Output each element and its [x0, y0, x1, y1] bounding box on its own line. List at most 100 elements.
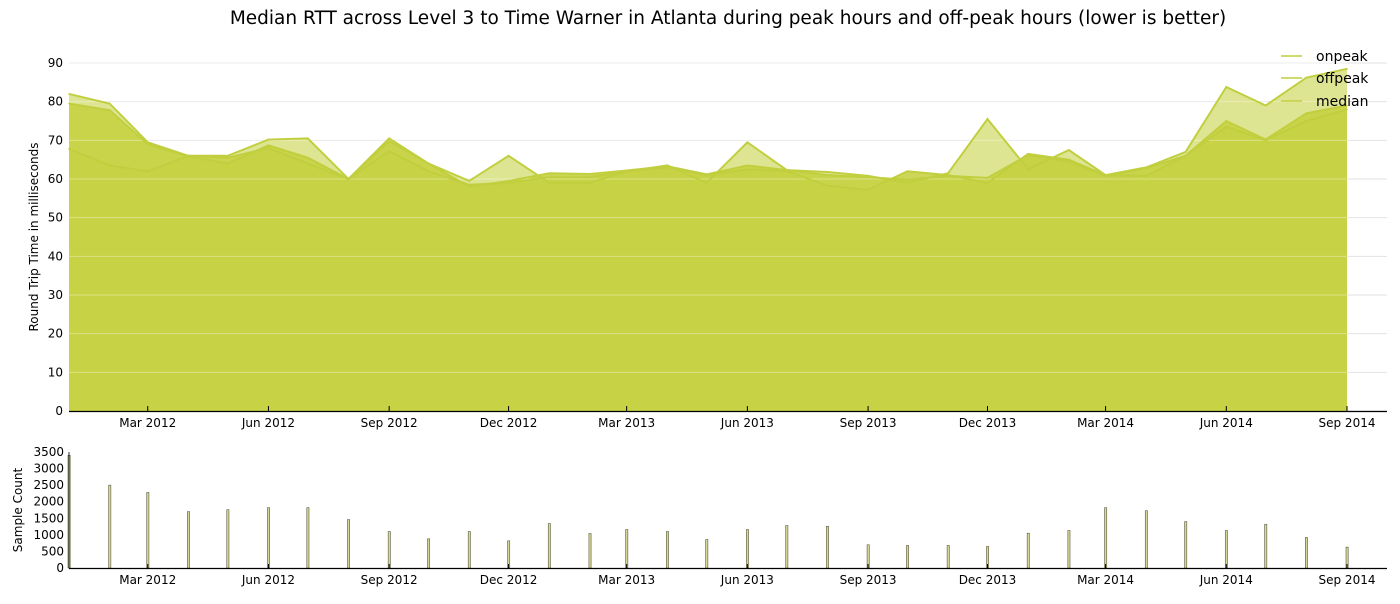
- data-point-median: [785, 169, 788, 171]
- data-point-onpeak: [267, 138, 270, 141]
- data-point-median: [625, 169, 628, 172]
- sample-y-tick-label: 2500: [33, 478, 64, 492]
- data-point-onpeak: [468, 180, 470, 182]
- data-point-onpeak: [1264, 104, 1267, 107]
- data-point-offpeak: [1225, 126, 1228, 128]
- x-tick-label: Dec 2013: [959, 416, 1017, 430]
- sample-x-tick-label: Dec 2012: [480, 573, 538, 587]
- data-point-median: [146, 143, 149, 145]
- sample-bar: [306, 507, 310, 569]
- data-point-offpeak: [468, 184, 470, 186]
- data-point-median: [826, 174, 829, 176]
- data-point-offpeak: [427, 170, 430, 173]
- y-tick-label: 80: [48, 95, 63, 109]
- data-point-onpeak: [548, 182, 551, 184]
- data-point-median: [1225, 120, 1228, 122]
- sample-bar: [625, 529, 629, 569]
- data-point-median: [867, 176, 869, 178]
- data-point-offpeak: [307, 162, 309, 165]
- data-point-onpeak: [1346, 68, 1348, 70]
- data-point-onpeak: [68, 93, 70, 95]
- data-point-onpeak: [746, 141, 749, 144]
- data-point-onpeak: [986, 118, 989, 120]
- legend-label-offpeak: offpeak: [1316, 71, 1369, 87]
- sample-y-tick-label: 1500: [33, 511, 64, 525]
- data-point-median: [427, 162, 430, 165]
- data-point-median: [986, 177, 989, 179]
- data-point-median: [1027, 154, 1029, 156]
- sample-bar: [427, 538, 431, 569]
- sample-y-tick-label: 3500: [33, 445, 64, 459]
- data-point-offpeak: [146, 170, 149, 173]
- data-point-offpeak: [267, 147, 270, 149]
- data-point-onpeak: [826, 171, 829, 173]
- data-point-onpeak: [947, 172, 949, 174]
- data-point-onpeak: [1225, 86, 1228, 88]
- data-point-median: [746, 164, 749, 167]
- sample-bar: [108, 484, 112, 569]
- data-point-offpeak: [906, 170, 909, 173]
- data-point-onpeak: [226, 155, 229, 157]
- sample-bar: [588, 533, 592, 569]
- sample-y-tick-label: 500: [41, 544, 64, 558]
- sample-bar: [1067, 530, 1071, 569]
- sample-x-tick-label: Jun 2012: [241, 573, 295, 587]
- data-point-onpeak: [705, 182, 708, 184]
- data-point-offpeak: [68, 148, 70, 150]
- sample-bar: [946, 545, 950, 569]
- sample-x-tick-label: Mar 2014: [1077, 573, 1134, 587]
- sample-y-axis-label: Sample Count: [11, 467, 25, 552]
- data-point-offpeak: [548, 176, 551, 178]
- sample-bar: [387, 531, 391, 569]
- sample-bar: [785, 525, 789, 569]
- data-point-median: [226, 162, 229, 165]
- data-point-offpeak: [1305, 120, 1308, 122]
- data-point-onpeak: [906, 182, 909, 184]
- x-tick-label: Dec 2012: [480, 416, 538, 430]
- data-point-onpeak: [1305, 76, 1308, 79]
- data-point-onpeak: [589, 182, 591, 184]
- y-axis-label: Round Trip Time in milliseconds: [27, 142, 41, 331]
- data-point-offpeak: [108, 164, 111, 167]
- y-tick-label: 10: [48, 365, 63, 379]
- x-tick-label: Jun 2013: [720, 416, 774, 430]
- sample-y-tick-label: 2000: [33, 495, 64, 509]
- data-point-median: [1068, 160, 1070, 163]
- data-point-offpeak: [1068, 158, 1070, 161]
- sample-x-tick-label: Sep 2012: [361, 573, 418, 587]
- y-tick-label: 40: [48, 249, 63, 263]
- sample-bar: [507, 540, 511, 569]
- data-point-median: [468, 185, 470, 188]
- data-point-median: [507, 180, 510, 182]
- x-tick-label: Jun 2012: [241, 416, 295, 430]
- sample-bar: [226, 509, 230, 569]
- data-point-offpeak: [1145, 175, 1148, 177]
- sample-x-tick-label: Mar 2013: [598, 573, 655, 587]
- data-point-offpeak: [589, 176, 591, 178]
- y-tick-label: 90: [48, 56, 63, 70]
- legend-label-median: median: [1316, 94, 1368, 110]
- sample-bar: [746, 529, 749, 569]
- y-tick-label: 30: [48, 288, 63, 302]
- data-point-offpeak: [986, 182, 989, 184]
- data-point-median: [666, 165, 669, 168]
- y-tick-label: 20: [48, 327, 63, 341]
- data-point-median: [1264, 138, 1267, 141]
- data-point-median: [947, 175, 949, 177]
- sample-bar: [1144, 510, 1148, 569]
- data-point-median: [906, 178, 909, 181]
- data-point-onpeak: [1027, 168, 1029, 171]
- data-point-median: [187, 155, 190, 158]
- data-point-offpeak: [388, 150, 390, 152]
- data-point-median: [589, 173, 591, 175]
- sample-bar: [1026, 532, 1030, 569]
- sample-bar: [1305, 537, 1308, 569]
- x-tick-label: Sep 2014: [1319, 416, 1376, 430]
- sample-bar: [1184, 521, 1188, 569]
- sample-bar: [1264, 523, 1268, 569]
- y-tick-label: 0: [55, 404, 63, 418]
- x-tick-label: Mar 2014: [1077, 416, 1134, 430]
- data-point-median: [267, 144, 270, 147]
- data-point-median: [1305, 112, 1308, 115]
